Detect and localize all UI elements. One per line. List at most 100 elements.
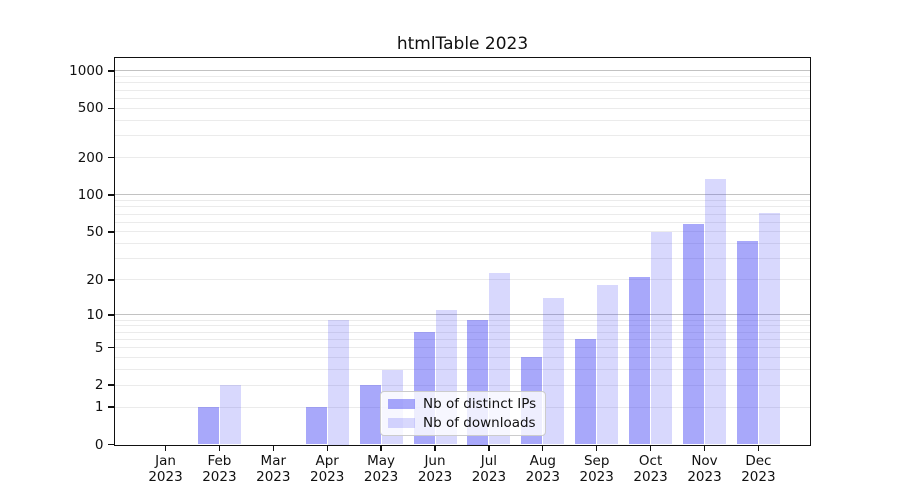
bar-downloads xyxy=(219,385,241,445)
bar-distinct-ips xyxy=(359,385,381,445)
y-tick-label: 100 xyxy=(77,186,104,203)
y-tick-mark xyxy=(107,314,114,316)
y-tick-label: 1000 xyxy=(69,62,104,79)
gridline-minor xyxy=(113,200,811,202)
gridline-major xyxy=(113,194,811,196)
x-tick-mark xyxy=(380,445,382,451)
gridline-minor xyxy=(113,369,811,371)
legend-label-downloads: Nb of downloads xyxy=(423,415,536,432)
x-tick-mark xyxy=(218,445,221,451)
y-tick-mark xyxy=(107,346,114,349)
gridline-minor xyxy=(113,325,811,327)
bar-downloads xyxy=(651,231,673,445)
bar-downloads xyxy=(758,212,780,445)
bar-distinct-ips xyxy=(736,241,758,445)
gridline-minor xyxy=(113,107,811,109)
gridline-minor xyxy=(113,279,811,281)
x-tick-mark xyxy=(757,445,760,451)
x-tick-year: 2023 xyxy=(363,468,399,485)
x-tick-label: Nov 2023 xyxy=(670,453,740,485)
y-tick-mark xyxy=(107,443,114,446)
x-tick-label: Sep 2023 xyxy=(562,453,632,485)
bar-distinct-ips xyxy=(575,339,597,445)
gridline-minor xyxy=(113,243,811,245)
y-tick-mark xyxy=(107,231,114,233)
x-tick-label: Jun 2023 xyxy=(400,453,470,485)
x-tick-year: 2023 xyxy=(310,468,345,485)
gridline-minor xyxy=(113,135,811,137)
x-tick-label: Feb 2023 xyxy=(184,453,254,485)
x-tick-year: 2023 xyxy=(633,468,668,485)
gridline-minor xyxy=(113,384,811,386)
gridline-minor xyxy=(113,231,811,233)
bar-distinct-ips xyxy=(197,407,219,445)
gridline-minor xyxy=(113,76,811,78)
gridline-minor xyxy=(113,119,811,121)
gridline-minor xyxy=(113,157,811,159)
legend-swatch-downloads xyxy=(388,418,415,429)
y-tick-label: 20 xyxy=(86,271,104,288)
y-tick-label: 2 xyxy=(94,377,104,394)
y-tick-label: 200 xyxy=(77,149,104,166)
y-tick-mark xyxy=(107,157,114,159)
y-tick-mark xyxy=(107,279,114,281)
gridline-minor xyxy=(113,258,811,260)
x-tick-label: Dec 2023 xyxy=(723,453,793,485)
y-tick-mark xyxy=(107,70,114,72)
gridline-minor xyxy=(113,356,811,358)
x-tick-year: 2023 xyxy=(525,468,560,485)
x-tick-year: 2023 xyxy=(202,468,237,485)
x-tick-label: Mar 2023 xyxy=(238,453,308,485)
bar-downloads xyxy=(327,320,349,445)
x-tick-label: May 2023 xyxy=(346,453,416,485)
x-tick-label: Jan 2023 xyxy=(131,453,201,485)
x-tick-year: 2023 xyxy=(417,468,453,485)
x-tick-year: 2023 xyxy=(741,468,776,485)
x-tick-mark xyxy=(596,445,598,451)
y-tick-label: 1 xyxy=(94,399,104,416)
x-tick-mark xyxy=(326,445,328,451)
y-tick-label: 500 xyxy=(77,100,104,117)
bar-distinct-ips xyxy=(305,407,327,445)
gridline-minor xyxy=(113,98,811,100)
gridline-minor xyxy=(113,82,811,84)
y-tick-label: 5 xyxy=(94,339,104,356)
x-tick-mark xyxy=(703,445,706,451)
x-tick-mark xyxy=(272,445,274,451)
y-tick-label: 0 xyxy=(94,436,104,453)
gridline-minor xyxy=(113,206,811,208)
gridline-minor xyxy=(113,338,811,340)
gridline-minor xyxy=(113,331,811,333)
x-tick-mark xyxy=(488,445,490,451)
x-tick-year: 2023 xyxy=(256,468,291,485)
x-tick-year: 2023 xyxy=(148,468,183,485)
gridline-major xyxy=(113,314,811,316)
gridline-minor xyxy=(113,347,811,349)
legend: Nb of distinct IPs Nb of downloads xyxy=(380,391,546,436)
chart-title: htmlTable 2023 xyxy=(396,34,529,54)
bar-downloads xyxy=(597,285,619,445)
legend-item-downloads: Nb of downloads xyxy=(381,415,545,431)
gridline-minor xyxy=(113,89,811,91)
x-tick-year: 2023 xyxy=(579,468,614,485)
gridline-minor xyxy=(113,221,811,223)
legend-swatch-ips xyxy=(388,398,415,409)
x-tick-label: Apr 2023 xyxy=(292,453,362,485)
bar-downloads xyxy=(543,298,565,445)
gridline-minor xyxy=(113,319,811,321)
x-tick-year: 2023 xyxy=(471,468,507,485)
y-tick-mark xyxy=(107,406,114,408)
gridline-major xyxy=(113,70,811,72)
bar-distinct-ips xyxy=(683,224,704,445)
y-tick-label: 50 xyxy=(86,223,104,240)
gridline-minor xyxy=(113,213,811,215)
bar-downloads xyxy=(705,178,726,445)
x-tick-mark xyxy=(434,445,436,451)
bar-distinct-ips xyxy=(629,277,651,445)
y-tick-mark xyxy=(107,107,114,110)
legend-item-distinct-ips: Nb of distinct IPs xyxy=(381,396,545,412)
y-tick-mark xyxy=(107,194,114,196)
x-tick-year: 2023 xyxy=(687,468,722,485)
y-tick-mark xyxy=(107,384,114,386)
